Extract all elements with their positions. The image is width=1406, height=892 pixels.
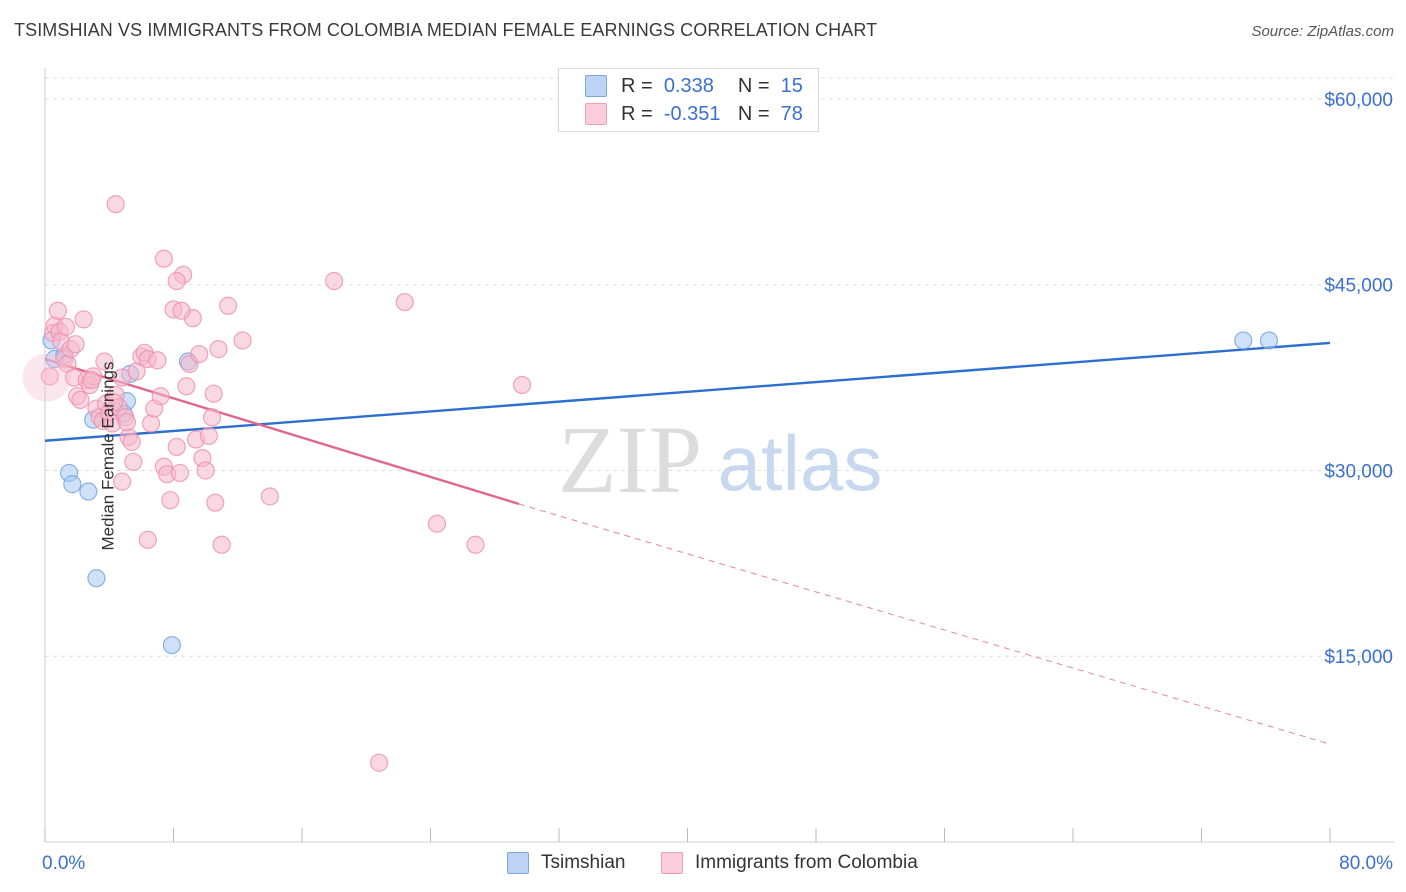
colombia-point	[209, 340, 228, 359]
colombia-point	[427, 514, 447, 533]
colombia-point	[204, 384, 223, 403]
colombia-point-large	[22, 353, 71, 402]
colombia-point	[466, 535, 485, 554]
y-axis-label: Median Female Earnings	[98, 361, 118, 551]
colombia-point	[512, 375, 532, 395]
colombia-trend-extrapolation	[518, 503, 1331, 745]
gridlines	[45, 77, 1394, 657]
colombia-point	[40, 367, 59, 386]
colombia-point	[122, 432, 141, 452]
colombia-point	[190, 344, 209, 364]
colombia-point	[74, 310, 93, 329]
colombia-point	[117, 413, 137, 432]
tsimshian-point	[1259, 331, 1279, 350]
colombia-point	[260, 487, 279, 506]
colombia-point	[71, 390, 90, 409]
legend-row-colombia: R = -0.351 N = 78	[585, 101, 803, 127]
colombia-point	[202, 408, 222, 427]
axes	[44, 68, 1394, 843]
series-legend-colombia: Immigrants from Colombia	[661, 852, 918, 874]
legend-n-label: N =	[737, 102, 770, 125]
legend-swatch-colombia	[585, 103, 607, 125]
colombia-point	[219, 296, 238, 315]
series-label-colombia: Immigrants from Colombia	[695, 852, 918, 873]
y-tick-label: $30,000	[1324, 461, 1393, 482]
x-tick-label-max: 80.0%	[1339, 853, 1393, 874]
legend-r-label: R =	[621, 102, 653, 125]
tsimshian-point	[162, 635, 181, 655]
legend-n-label: N =	[737, 74, 770, 97]
y-tick-label: $45,000	[1324, 276, 1393, 297]
colombia-point	[82, 370, 101, 390]
legend-r-label: R =	[621, 74, 653, 97]
colombia-point	[141, 414, 161, 433]
watermark: ZIP atlas	[558, 406, 882, 513]
colombia-point	[172, 301, 191, 320]
colombia-point	[233, 331, 252, 350]
colombia-point	[106, 195, 125, 214]
colombia-point	[148, 351, 167, 370]
y-tick-labels: $15,000 $30,000 $45,000 $60,000	[1324, 90, 1393, 668]
colombia-point	[95, 352, 114, 371]
colombia-point	[196, 461, 215, 480]
legend-n-value: 15	[780, 74, 803, 97]
watermark-zip: ZIP	[558, 406, 702, 513]
x-tick-label-min: 0.0%	[42, 853, 85, 874]
series-swatch-tsimshian	[507, 852, 529, 874]
tsimshian-point	[1234, 331, 1253, 350]
colombia-point	[206, 493, 225, 512]
x-tick-labels: 0.0% 80.0%	[42, 853, 1393, 874]
colombia-point	[161, 491, 180, 510]
colombia-point	[48, 301, 67, 320]
colombia-point	[325, 271, 344, 291]
legend-n-value: 78	[780, 102, 803, 125]
tsimshian-point	[87, 569, 106, 588]
tsimshian-point	[79, 482, 98, 501]
colombia-point	[151, 387, 170, 406]
colombia-point	[167, 271, 186, 291]
colombia-point	[112, 472, 132, 491]
legend-row-tsimshian: R = 0.338 N = 15	[585, 73, 803, 99]
colombia-point	[167, 437, 186, 457]
colombia-point	[56, 317, 75, 336]
colombia-point	[66, 335, 85, 354]
colombia-point	[177, 377, 196, 396]
data-points	[22, 195, 1279, 772]
colombia-point	[395, 292, 414, 312]
series-legend-tsimshian: Tsimshian	[507, 852, 625, 874]
watermark-atlas: atlas	[718, 419, 883, 507]
y-tick-label: $60,000	[1324, 90, 1393, 111]
trend-lines	[44, 341, 1331, 745]
colombia-point	[138, 530, 157, 549]
legend-r-value: -0.351	[663, 102, 721, 125]
legend-r-value: 0.338	[663, 74, 714, 97]
colombia-point	[370, 753, 389, 772]
colombia-point	[154, 249, 173, 268]
colombia-point	[170, 463, 190, 483]
tsimshian-point	[63, 475, 82, 494]
colombia-point	[124, 452, 143, 471]
series-legend: Tsimshian Immigrants from Colombia	[0, 852, 1406, 878]
chart-title: TSIMSHIAN VS IMMIGRANTS FROM COLOMBIA ME…	[14, 20, 878, 40]
y-tick-label: $15,000	[1324, 647, 1393, 668]
colombia-point	[212, 535, 231, 554]
series-label-tsimshian: Tsimshian	[541, 852, 626, 873]
legend-swatch-tsimshian	[585, 75, 607, 97]
correlation-legend: R = 0.338 N = 15 R = -0.351 N = 78	[558, 68, 819, 132]
source-credit: Source: ZipAtlas.com	[1251, 23, 1394, 40]
series-swatch-colombia	[661, 852, 683, 874]
colombia-point	[199, 426, 218, 445]
colombia-point	[104, 393, 124, 412]
